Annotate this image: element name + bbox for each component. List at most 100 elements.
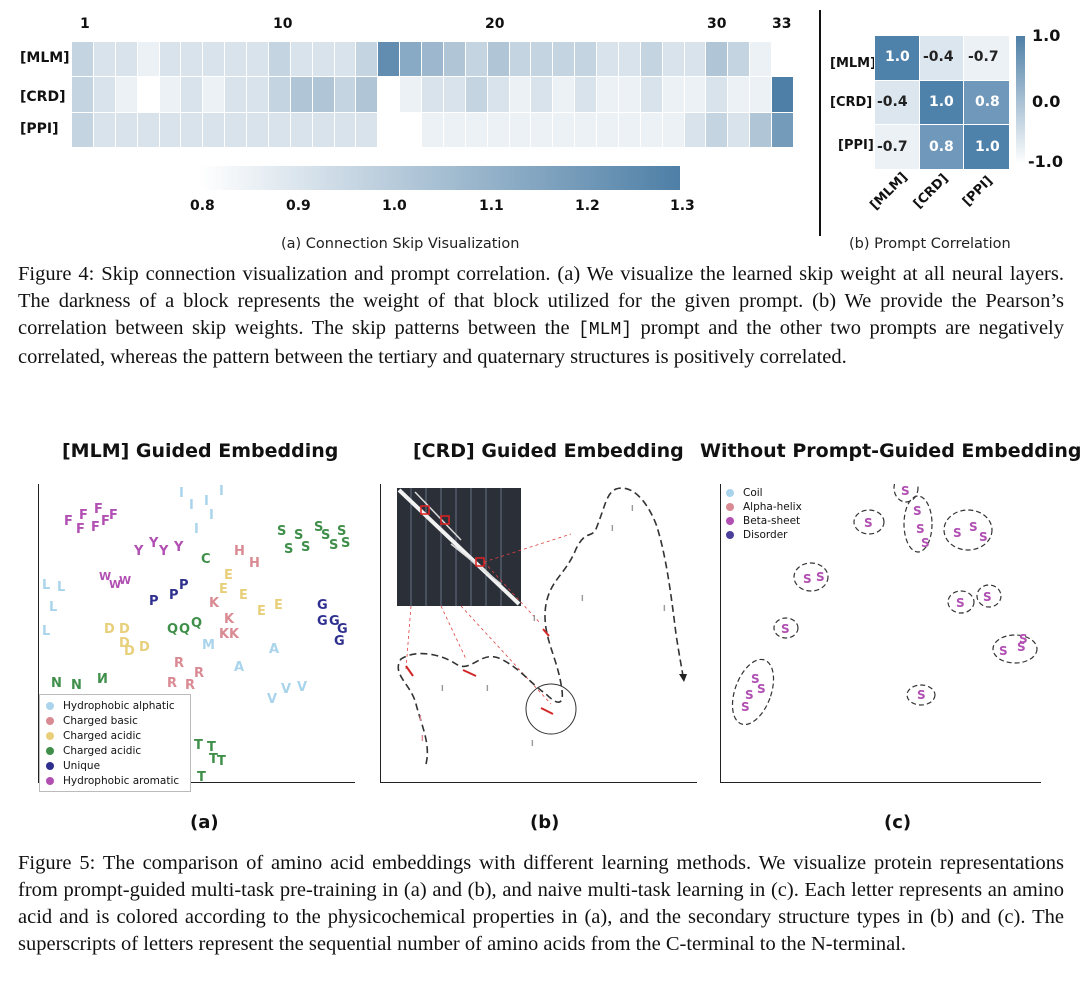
amino-acid-glyph: S [921, 536, 930, 550]
heatmap-cell [575, 42, 597, 77]
amino-acid-glyph: W [109, 578, 122, 591]
heatmap-cell [400, 112, 422, 147]
corr-colorbar [1016, 36, 1025, 164]
amino-acid-glyph: E [257, 604, 266, 619]
heatmap-cell [597, 42, 618, 77]
amino-acid-glyph: Y [134, 544, 144, 559]
legend-dot [726, 489, 734, 497]
heatmap-cell [72, 77, 93, 112]
skip-colorbar-tick: 1.0 [382, 198, 407, 214]
heatmap-cell [225, 77, 247, 112]
amino-acid-glyph: S [294, 528, 304, 543]
legend-item: Disorder [726, 528, 802, 542]
heatmap-cell [706, 42, 728, 77]
heatmap-cell [531, 112, 553, 147]
corr-row-label-mlm: [MLM] [830, 56, 877, 71]
amino-acid-glyph: S [956, 596, 965, 610]
heatmap-cell [487, 42, 509, 77]
heatmap-cell [728, 77, 750, 112]
corr-row-label-ppi: [PPI] [838, 138, 874, 153]
amino-acid-glyph: И [97, 672, 108, 687]
amino-acid-glyph: L [49, 600, 58, 615]
amino-acid-glyph: S [803, 572, 812, 586]
heatmap-cell [640, 42, 662, 77]
amino-acid-glyph: F [79, 508, 88, 523]
heatmap-cell [72, 42, 93, 77]
amino-acid-glyph: S [745, 688, 754, 702]
corr-cell: 0.8 [919, 124, 964, 170]
heatmap-cell [465, 42, 487, 77]
amino-acid-glyph: S [979, 530, 988, 544]
skip-colorbar-tick: 1.1 [479, 198, 504, 214]
heatmap-cell [465, 112, 487, 147]
amino-acid-glyph: T [217, 754, 226, 769]
amino-acid-glyph: Y [149, 536, 159, 551]
amino-acid-glyph: l [663, 604, 666, 613]
legend-dot [46, 761, 54, 770]
amino-acid-glyph: S [757, 682, 766, 696]
fig5b-plot: l l l l l l l l l l [380, 484, 697, 783]
heatmap-cell [487, 112, 509, 147]
heatmap-cell [137, 112, 159, 147]
amino-acid-glyph: D [119, 622, 130, 637]
layer-tick-1: 1 [80, 16, 90, 32]
amino-acid-glyph: C [201, 552, 211, 567]
heatmap-cell [662, 42, 684, 77]
fig4b-sublabel: (b) Prompt Correlation [849, 236, 1011, 252]
heatmap-cell [509, 42, 531, 77]
fig5b-sublabel: (b) [530, 812, 560, 833]
legend-dot [46, 701, 54, 710]
amino-acid-glyph: V [297, 680, 308, 695]
amino-acid-glyph: l [631, 504, 634, 513]
heatmap-cell [137, 42, 159, 77]
amino-acid-glyph: l [531, 739, 534, 748]
amino-acid-glyph: L [42, 578, 51, 593]
heatmap-cell [772, 77, 793, 112]
amino-acid-glyph: I [194, 522, 199, 537]
amino-acid-glyph: R [194, 666, 205, 681]
amino-acid-glyph: I [219, 484, 224, 499]
heatmap-cell [181, 77, 203, 112]
legend-item: Charged basic [46, 713, 184, 728]
amino-acid-glyph: Q [191, 616, 203, 631]
amino-acid-glyph: S [1019, 632, 1028, 646]
amino-acid-glyph: S [781, 622, 790, 636]
heatmap-cell [728, 112, 750, 147]
legend-dot [726, 517, 734, 525]
heatmap-cell [597, 77, 618, 112]
fig4-caption: Figure 4: Skip connection visualization … [18, 263, 1064, 368]
amino-acid-glyph: G [317, 598, 328, 613]
corr-cell: -0.4 [874, 80, 920, 125]
heatmap-cell [618, 77, 640, 112]
amino-acid-glyph: S [329, 538, 339, 553]
heatmap-cell [334, 77, 356, 112]
heatmap-cell [137, 77, 159, 112]
amino-acid-glyph: F [64, 514, 73, 529]
fig5c-legend: Coil Alpha-helix Beta-sheet Disorder [726, 486, 802, 542]
legend-item: Hydrophobic aromatic [46, 773, 184, 788]
heatmap-cell [247, 77, 268, 112]
amino-acid-glyph: F [91, 520, 100, 535]
corr-col-label-ppi: [PPI] [959, 173, 996, 210]
amino-acid-glyph: l [421, 734, 424, 743]
corr-cell: 0.8 [963, 80, 1010, 125]
heatmap-cell [312, 112, 334, 147]
amino-acid-glyph: l [486, 684, 489, 693]
amino-acid-glyph: T [209, 752, 218, 767]
amino-acid-glyph: I [209, 508, 214, 523]
heatmap-cell [597, 112, 618, 147]
corr-cell: -0.7 [963, 35, 1010, 81]
corr-cell: 1.0 [963, 124, 1010, 170]
heatmap-cell [203, 112, 225, 147]
legend-dot [46, 776, 54, 785]
amino-acid-glyph: S [901, 484, 910, 498]
amino-acid-glyph: T [197, 770, 206, 785]
amino-acid-glyph: M [202, 638, 215, 653]
fig5-caption: Figure 5: The comparison of amino acid e… [18, 852, 1064, 955]
fig5c-title: Without Prompt-Guided Embedding [700, 440, 1080, 462]
amino-acid-glyph: S [953, 526, 962, 540]
heatmap-cell [268, 112, 290, 147]
heatmap-cell [203, 77, 225, 112]
heatmap-cell [159, 42, 181, 77]
